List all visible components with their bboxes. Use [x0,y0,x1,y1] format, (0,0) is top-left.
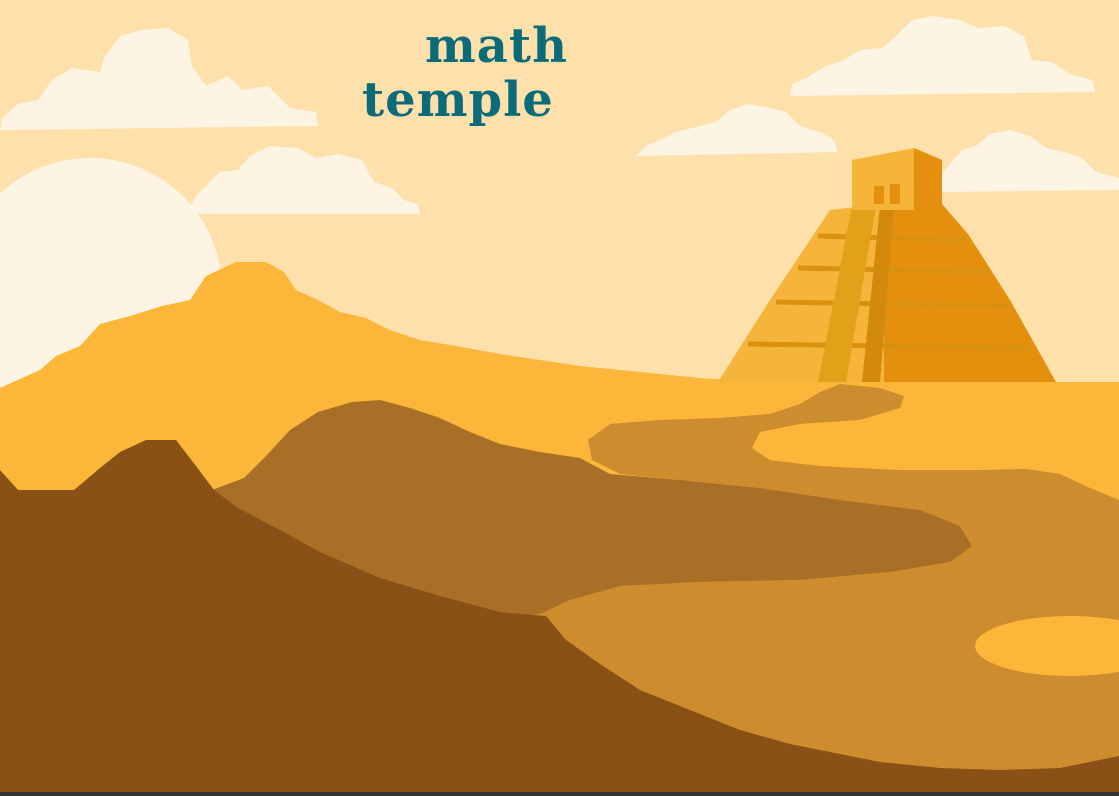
cloud-mid [186,146,420,214]
hill-front-dark [0,440,1119,796]
cloud-center [636,104,838,156]
game-title-line-2: temple [362,72,554,128]
winding-path [530,384,1119,796]
cloud-right-top [790,16,1095,96]
sand-patch-upper [752,420,1119,470]
cloud-right-small [940,130,1119,192]
game-title-line-1: math [425,18,568,74]
bottom-border [0,792,1119,796]
sand-patch [975,616,1119,676]
pyramid-temple [718,148,1056,382]
cloud-left [0,28,318,130]
hill-mid-brown [212,400,972,620]
